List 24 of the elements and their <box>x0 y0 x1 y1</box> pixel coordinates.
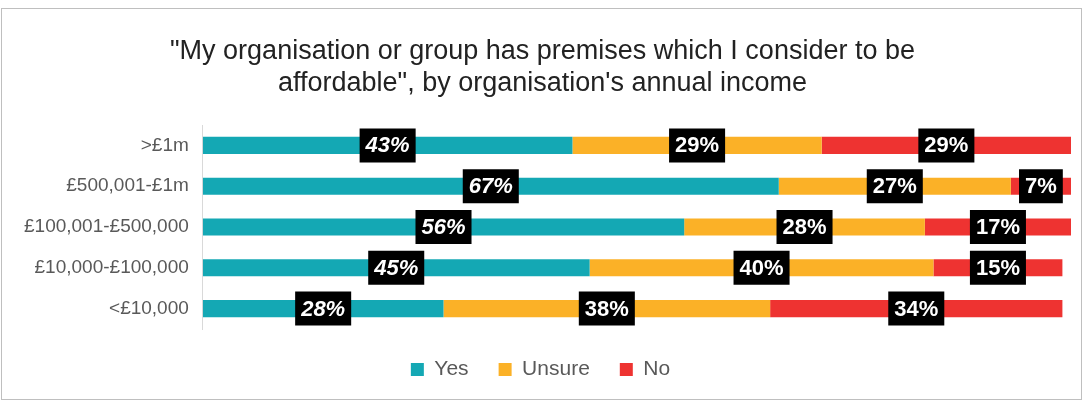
data-label: 34% <box>894 295 939 321</box>
y-tick-label: >£1m <box>140 133 189 155</box>
legend-label: Unsure <box>522 356 590 380</box>
data-label: 45% <box>373 254 419 280</box>
data-label: 38% <box>584 295 629 321</box>
data-label: 56% <box>421 214 466 240</box>
legend-label: Yes <box>434 356 469 380</box>
data-label: 27% <box>872 173 917 199</box>
chart-title: "My organisation or group has premises which I consider to be affordable", by organisation's annual income <box>169 34 916 98</box>
data-label: 17% <box>975 214 1020 240</box>
data-label: 40% <box>739 254 784 280</box>
data-label: 29% <box>924 132 969 158</box>
data-label: 28% <box>782 214 827 240</box>
data-label: 15% <box>975 254 1020 280</box>
data-label: 7% <box>1025 173 1057 199</box>
legend-label: No <box>643 356 671 380</box>
y-tick-label: £10,000-£100,000 <box>34 256 189 278</box>
data-label: 28% <box>300 295 346 321</box>
data-label: 43% <box>364 132 410 158</box>
y-tick-label: £500,001-£1m <box>66 174 189 196</box>
y-tick-label: £100,001-£500,000 <box>23 215 189 237</box>
data-label: 29% <box>675 132 720 158</box>
y-tick-label: <£10,000 <box>109 296 189 318</box>
data-label: 67% <box>468 173 513 199</box>
